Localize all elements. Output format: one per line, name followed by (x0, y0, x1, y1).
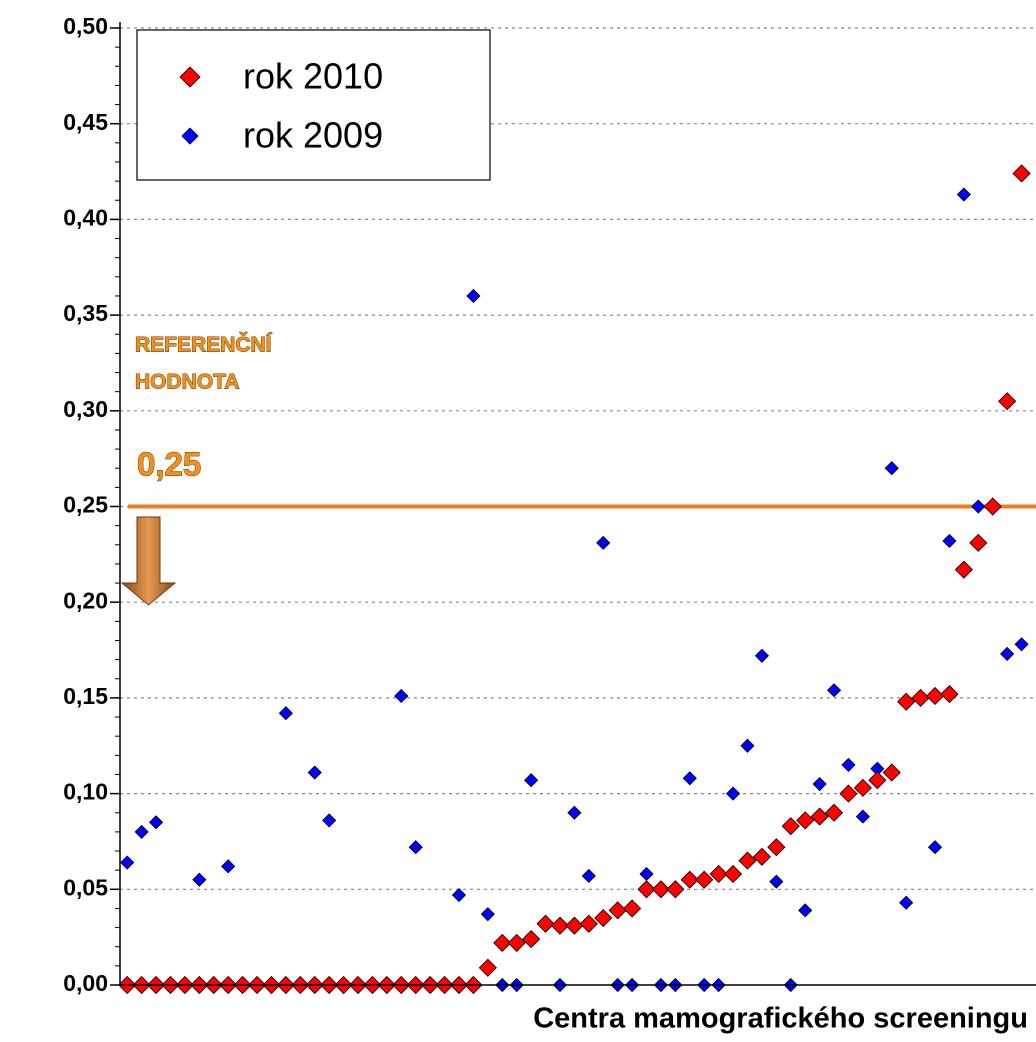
point (752, 847, 771, 866)
point (998, 392, 1017, 411)
point (767, 838, 786, 857)
point (855, 809, 870, 824)
point (134, 824, 149, 839)
legend-box (136, 29, 491, 181)
point (307, 765, 322, 780)
point (666, 880, 685, 899)
arrow (120, 516, 177, 606)
legend-label: rok 2010 (243, 56, 383, 97)
point (724, 864, 743, 884)
y-tick-label: 0,00 (63, 970, 108, 996)
point (322, 813, 337, 828)
point (810, 807, 829, 826)
point (969, 533, 988, 552)
point (983, 497, 1002, 516)
y-tick-label: 0,50 (63, 13, 108, 39)
point (608, 901, 627, 920)
point (522, 929, 541, 949)
y-tick-label: 0,30 (63, 396, 108, 422)
point (478, 958, 497, 977)
point (524, 773, 539, 788)
marks (118, 164, 1031, 995)
legend: rok 2010 rok 2009 (136, 29, 491, 181)
point (956, 187, 971, 202)
point (839, 784, 858, 803)
point (637, 880, 656, 899)
point (868, 771, 887, 790)
point (853, 778, 872, 797)
point (466, 288, 481, 304)
legend-marker (179, 66, 201, 88)
point (781, 817, 800, 836)
legend-marker (181, 127, 199, 145)
point (812, 776, 827, 792)
y-tick-label: 0,40 (63, 204, 108, 230)
point (120, 855, 135, 870)
annotation: REFERENČNÍ (135, 333, 273, 357)
y-tick-label: 0,45 (63, 109, 108, 135)
point (480, 907, 495, 922)
point (796, 811, 815, 830)
point (940, 685, 959, 704)
annotation: 0,25 (137, 446, 201, 483)
point (596, 535, 611, 550)
point (507, 933, 526, 952)
legend-label: rok 2009 (243, 115, 383, 156)
point (623, 899, 642, 918)
y-tick-label: 0,10 (63, 779, 108, 805)
x-axis-label: Centra mamografického screeningu (533, 1003, 1028, 1035)
y-tick-label: 0,25 (63, 492, 108, 518)
point (594, 908, 613, 928)
point (884, 461, 899, 476)
point (925, 686, 945, 706)
point (954, 560, 973, 579)
point (550, 916, 570, 935)
point (493, 933, 512, 952)
point (451, 887, 467, 903)
point (824, 803, 844, 822)
point (971, 499, 986, 514)
point (897, 692, 916, 711)
point (148, 815, 164, 830)
point (695, 870, 714, 889)
axes: 0,00 0,05 0,10 0,15 0,20 0,25 0,30 0,35 0,40 0,45… (63, 13, 1036, 996)
point (754, 648, 769, 663)
point (565, 916, 584, 935)
point (798, 903, 813, 918)
point (769, 874, 784, 889)
point (192, 872, 207, 887)
y-tick-label: 0,05 (63, 874, 108, 900)
point (740, 738, 755, 753)
point (726, 786, 741, 801)
point (221, 859, 236, 874)
annotation: HODNOTA (135, 371, 240, 394)
point (639, 866, 654, 882)
y-tick-label: 0,15 (63, 683, 108, 709)
point (826, 683, 842, 698)
point (841, 757, 856, 772)
point (882, 763, 901, 782)
point (536, 914, 555, 933)
y-tick-label: 0,35 (63, 300, 108, 326)
point (1012, 164, 1031, 183)
point (394, 688, 409, 704)
point (738, 851, 757, 870)
point (278, 706, 293, 721)
point (408, 840, 423, 855)
point (911, 688, 930, 707)
point (899, 895, 914, 910)
point (709, 864, 728, 884)
point (581, 868, 596, 883)
point (1014, 637, 1029, 652)
point (1000, 646, 1015, 661)
point (680, 870, 699, 889)
point (927, 840, 943, 855)
point (682, 771, 697, 786)
y-tick-label: 0,20 (63, 587, 108, 613)
point (579, 914, 598, 933)
point (942, 533, 957, 549)
point (567, 805, 582, 820)
point (651, 880, 671, 899)
